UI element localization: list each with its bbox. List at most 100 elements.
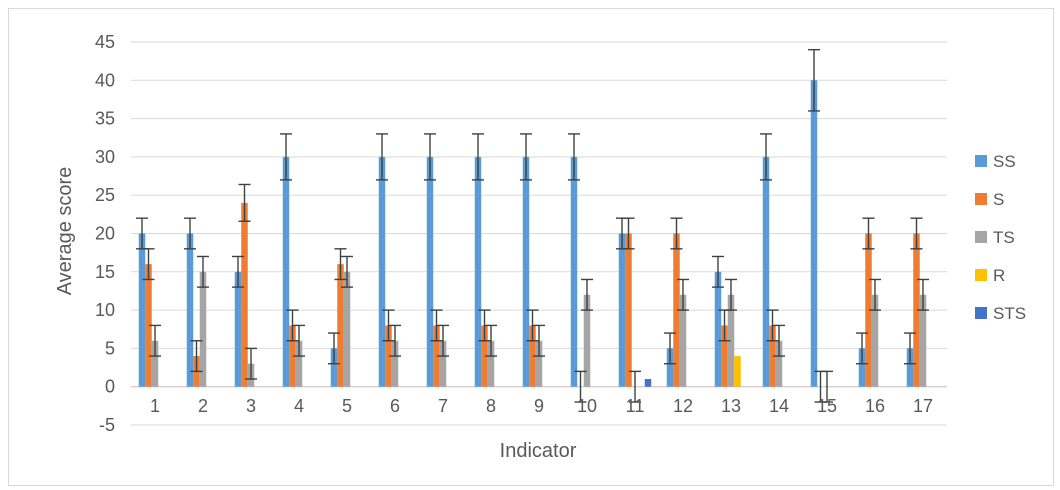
legend-swatch <box>975 307 987 319</box>
error-bar-ts-15 <box>821 370 833 403</box>
bar-ss-10 <box>570 156 578 387</box>
error-bar-ss-3 <box>232 255 244 288</box>
y-tick-label: 15 <box>95 262 115 282</box>
bar-s-1 <box>145 264 152 387</box>
x-axis-ticks: 1 2 3 4 5 6 7 8 9 10 11 12 13 14 15 16 17 <box>150 396 933 416</box>
error-bar-ss-2 <box>184 217 196 250</box>
legend-swatch <box>975 193 987 205</box>
error-bar-ss-13 <box>712 255 724 288</box>
x-tick-label: 7 <box>438 396 448 416</box>
error-bar-ts-5 <box>341 255 353 288</box>
y-tick-label: 25 <box>95 185 115 205</box>
x-tick-label: 8 <box>486 396 496 416</box>
error-bar-s-16 <box>862 217 875 250</box>
x-tick-label: 5 <box>342 396 352 416</box>
error-bars <box>136 48 929 403</box>
x-tick-label: 12 <box>673 396 693 416</box>
bar-s-6 <box>385 325 392 387</box>
error-bar-ts-9 <box>533 324 545 357</box>
chart-frame: -5 0 5 10 15 20 25 30 35 40 45 1 2 3 4 5 6 7 8 9 10 11 12 13 14… <box>8 8 1054 486</box>
y-tick-label: -5 <box>99 415 115 435</box>
bar-ss-15 <box>810 80 818 387</box>
bar-ts-8 <box>487 340 495 387</box>
bar-ts-6 <box>391 340 399 387</box>
bar-ts-9 <box>535 340 543 387</box>
error-bar-ss-4 <box>280 133 292 181</box>
error-bar-ss-5 <box>328 332 340 365</box>
error-bar-s-1 <box>142 248 155 281</box>
error-bar-ss-9 <box>520 133 532 181</box>
bar-ss-12 <box>666 348 674 387</box>
y-axis-ticks: -5 0 5 10 15 20 25 30 35 40 45 <box>95 32 115 435</box>
bar-sts-11 <box>644 379 652 387</box>
error-bar-ts-12 <box>677 278 689 311</box>
legend-label: TS <box>993 228 1015 247</box>
x-tick-label: 4 <box>294 396 304 416</box>
x-tick-label: 17 <box>913 396 933 416</box>
bar-s-13 <box>721 325 728 387</box>
bar-ts-13 <box>727 294 735 387</box>
error-bar-ss-14 <box>760 133 772 181</box>
error-bar-ss-12 <box>664 332 676 365</box>
x-tick-label: 16 <box>865 396 885 416</box>
error-bar-ss-7 <box>424 133 436 181</box>
y-axis-title: Average score <box>54 167 76 296</box>
bar-s-11 <box>625 233 632 387</box>
x-tick-label: 2 <box>198 396 208 416</box>
error-bar-s-8 <box>478 309 491 342</box>
bar-s-14 <box>769 325 776 387</box>
x-tick-label: 14 <box>769 396 789 416</box>
x-tick-label: 9 <box>534 396 544 416</box>
bar-ts-12 <box>679 294 687 387</box>
x-tick-label: 11 <box>626 396 645 416</box>
bar-ss-16 <box>858 348 866 387</box>
bar-s-4 <box>289 325 296 387</box>
error-bar-ts-4 <box>293 324 305 357</box>
error-bar-ts-10 <box>581 278 593 311</box>
bar-ss-5 <box>330 348 338 387</box>
error-bar-ts-11 <box>629 370 641 403</box>
bar-ts-17 <box>919 294 927 387</box>
bar-ts-5 <box>343 271 351 387</box>
legend-item-sts: STS <box>975 304 1026 323</box>
bar-ss-1 <box>138 233 146 387</box>
bar-s-8 <box>481 325 488 387</box>
error-bar-ts-17 <box>917 278 929 311</box>
legend-item-ts: TS <box>975 228 1015 247</box>
error-bar-s-14 <box>766 309 779 342</box>
error-bar-s-7 <box>430 309 443 342</box>
bar-ss-3 <box>234 271 242 387</box>
bar-ss-17 <box>906 348 914 387</box>
bar-ss-2 <box>186 233 194 387</box>
error-bar-ss-16 <box>856 332 868 365</box>
bar-ss-8 <box>474 156 482 387</box>
bar-ss-13 <box>714 271 722 387</box>
error-bar-ss-8 <box>472 133 484 181</box>
error-bar-s-4 <box>286 309 299 342</box>
y-tick-label: 10 <box>95 300 115 320</box>
y-tick-label: 40 <box>95 70 115 90</box>
y-tick-label: 0 <box>105 377 115 397</box>
legend-item-s: S <box>975 190 1004 209</box>
x-tick-label: 10 <box>577 396 597 416</box>
error-bar-ts-7 <box>437 324 449 357</box>
bar-s-12 <box>673 233 680 387</box>
bar-s-9 <box>529 325 536 387</box>
y-tick-label: 30 <box>95 147 115 167</box>
error-bar-s-5 <box>334 248 347 281</box>
bar-ts-16 <box>871 294 879 387</box>
bar-s-16 <box>865 233 872 387</box>
bar-ss-6 <box>378 156 386 387</box>
bar-s-5 <box>337 264 344 387</box>
error-bar-ts-2 <box>197 255 209 288</box>
bar-ts-10 <box>583 294 591 387</box>
bar-s-7 <box>433 325 440 387</box>
x-tick-label: 3 <box>246 396 256 416</box>
bar-s-3 <box>241 202 248 387</box>
bar-ts-4 <box>295 340 303 387</box>
legend-label: STS <box>993 304 1026 323</box>
x-tick-label: 15 <box>817 396 837 416</box>
error-bar-ss-15 <box>808 48 820 112</box>
legend-item-r: R <box>975 266 1005 285</box>
